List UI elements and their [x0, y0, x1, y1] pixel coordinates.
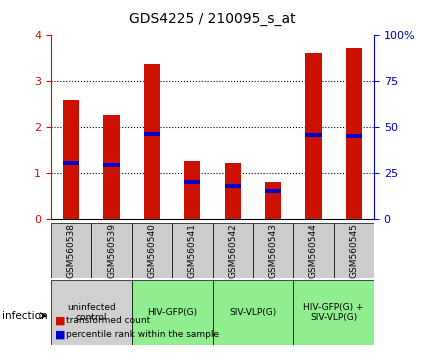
Bar	[305, 53, 321, 219]
Text: GSM560544: GSM560544	[309, 223, 318, 278]
Text: HIV-GFP(G): HIV-GFP(G)	[147, 308, 197, 317]
Text: GSM560545: GSM560545	[349, 223, 358, 278]
Bar	[184, 180, 200, 184]
Bar	[144, 132, 160, 136]
Text: infection: infection	[2, 311, 48, 321]
Bar	[184, 161, 200, 219]
Text: GDS4225 / 210095_s_at: GDS4225 / 210095_s_at	[129, 12, 296, 27]
Bar	[346, 48, 362, 219]
Bar	[103, 163, 120, 167]
Text: GSM560539: GSM560539	[107, 223, 116, 278]
Bar	[144, 64, 160, 219]
Bar	[293, 223, 334, 278]
Bar	[132, 223, 172, 278]
Text: HIV-GFP(G) +
SIV-VLP(G): HIV-GFP(G) + SIV-VLP(G)	[303, 303, 364, 322]
Text: GSM560541: GSM560541	[188, 223, 197, 278]
Bar	[334, 223, 374, 278]
Bar	[265, 189, 281, 193]
Bar	[51, 280, 132, 345]
Text: transformed count: transformed count	[66, 316, 150, 325]
Text: percentile rank within the sample: percentile rank within the sample	[66, 330, 219, 339]
Bar	[293, 280, 374, 345]
Bar	[212, 223, 253, 278]
Bar	[224, 184, 241, 188]
Bar	[132, 280, 212, 345]
Text: SIV-VLP(G): SIV-VLP(G)	[229, 308, 277, 317]
Text: ■: ■	[55, 315, 66, 325]
Text: ■: ■	[55, 330, 66, 339]
Bar	[212, 280, 293, 345]
Bar	[305, 133, 321, 137]
Bar	[346, 134, 362, 138]
Bar	[265, 182, 281, 219]
Bar	[172, 223, 212, 278]
Bar	[63, 161, 79, 165]
Text: GSM560543: GSM560543	[269, 223, 278, 278]
Bar	[103, 115, 120, 219]
Bar	[224, 163, 241, 219]
Text: uninfected
control: uninfected control	[67, 303, 116, 322]
Bar	[51, 223, 91, 278]
Text: GSM560540: GSM560540	[147, 223, 156, 278]
Bar	[253, 223, 293, 278]
Text: GSM560538: GSM560538	[67, 223, 76, 278]
Text: GSM560542: GSM560542	[228, 223, 237, 278]
Bar	[63, 100, 79, 219]
Bar	[91, 223, 132, 278]
